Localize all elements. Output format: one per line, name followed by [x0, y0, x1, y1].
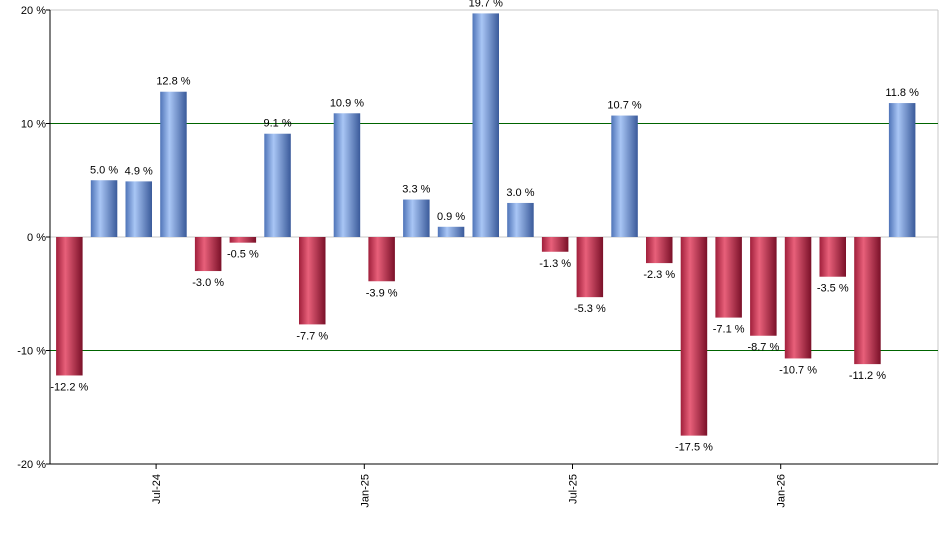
axis-layer: -20 % -10 % 0 % 10 % 20 % Jul-24 Jan-25 Jul-25 J…: [17, 5, 938, 508]
data-label: 0.9 %: [437, 211, 465, 223]
bar: [784, 237, 812, 359]
label-layer: -12.2 % 5.0 % 4.9 % 12.8 % -3.0 % -0.5 % 9.1 %…: [50, 0, 919, 454]
bar: [611, 115, 638, 237]
bar: [90, 180, 118, 237]
bar: [680, 237, 708, 436]
bar: [750, 237, 777, 336]
bar: [56, 237, 83, 376]
y-tick-label: 10 %: [21, 119, 46, 131]
data-label: 4.9 %: [125, 165, 153, 177]
bar: [299, 237, 326, 325]
data-label: -2.3 %: [643, 269, 675, 281]
bar: [160, 91, 187, 237]
bar: [854, 237, 881, 365]
data-label: -3.9 %: [366, 287, 398, 299]
bar: [333, 113, 361, 237]
data-label: 10.9 %: [330, 97, 364, 109]
bar: [541, 237, 569, 252]
y-tick-label: -20 %: [17, 459, 46, 471]
bar: [507, 202, 534, 237]
bar: [264, 133, 291, 237]
data-label: 9.1 %: [263, 118, 291, 130]
data-label: -5.3 %: [574, 303, 606, 315]
x-tick-label: Jul-24: [151, 474, 163, 504]
data-label: 5.0 %: [90, 164, 118, 176]
data-label: 12.8 %: [156, 76, 190, 88]
data-label: -8.7 %: [747, 342, 779, 354]
bar: [194, 237, 222, 272]
bar: [576, 237, 604, 298]
data-label: -0.5 %: [227, 249, 259, 261]
bar: [368, 237, 395, 282]
data-label: -7.7 %: [296, 330, 328, 342]
data-label: 19.7 %: [469, 0, 503, 9]
data-label: -17.5 %: [675, 442, 713, 454]
bar: [125, 181, 152, 237]
data-label: -3.0 %: [192, 277, 224, 289]
bar-layer: [56, 13, 916, 436]
bar: [819, 237, 846, 277]
data-label: -7.1 %: [713, 324, 745, 336]
data-label: -1.3 %: [539, 258, 571, 270]
x-tick-label: Jan-25: [359, 474, 371, 508]
data-label: 11.8 %: [885, 87, 919, 99]
data-label: -10.7 %: [779, 364, 817, 376]
bar: [472, 13, 499, 238]
x-tick-label: Jan-26: [776, 474, 788, 508]
bar: [715, 237, 742, 318]
data-label: 10.7 %: [607, 100, 641, 112]
bar: [403, 199, 430, 237]
bar: [646, 237, 673, 264]
bar: [229, 237, 257, 243]
data-label: 3.0 %: [506, 187, 534, 199]
y-tick-label: 20 %: [21, 5, 46, 17]
x-tick-label: Jul-25: [568, 474, 580, 504]
bar: [888, 103, 916, 237]
data-label: -11.2 %: [849, 370, 886, 382]
bar: [437, 226, 465, 237]
y-tick-label: -10 %: [17, 346, 46, 358]
data-label: 3.3 %: [402, 184, 430, 196]
data-label: -12.2 %: [50, 381, 88, 393]
data-label: -3.5 %: [817, 283, 849, 295]
y-tick-label: 0 %: [27, 232, 46, 244]
